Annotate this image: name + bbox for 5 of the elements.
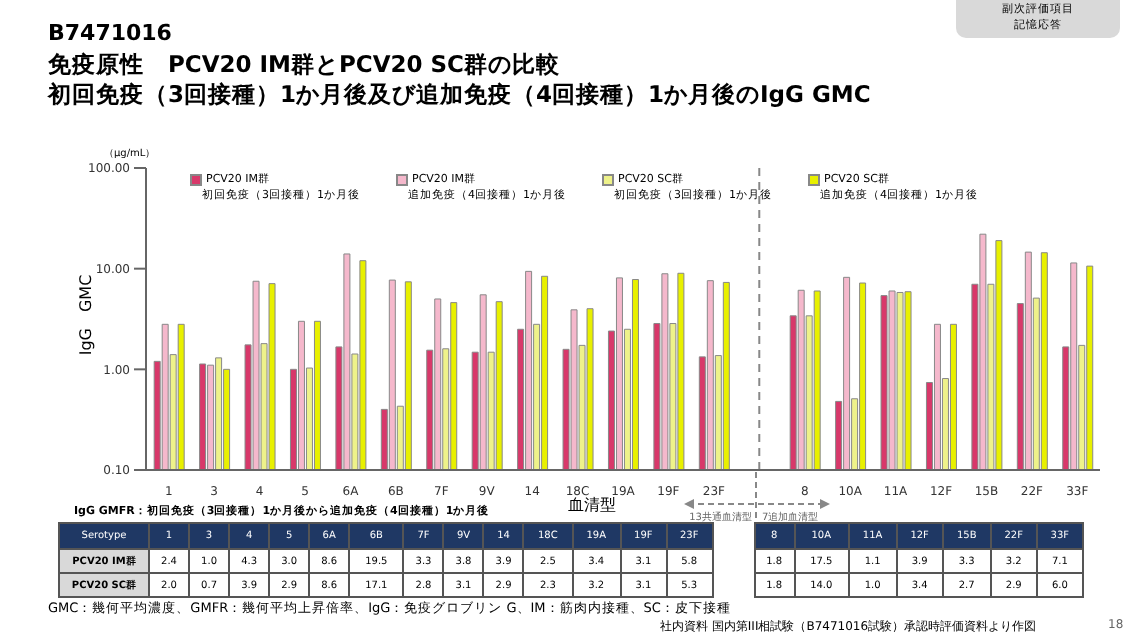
chart-title: 免疫原性 PCV20 IM群とPCV20 SC群の比較 — [48, 50, 560, 80]
text: B7471016 — [48, 20, 172, 46]
x-axis-title: 血清型 — [568, 496, 616, 516]
chart-subtitle: 初回免疫（3回接種）1か月後及び追加免疫（4回接種）1か月後のIgG GMC — [48, 80, 871, 110]
y-axis-title: IgG GMC — [75, 273, 97, 355]
